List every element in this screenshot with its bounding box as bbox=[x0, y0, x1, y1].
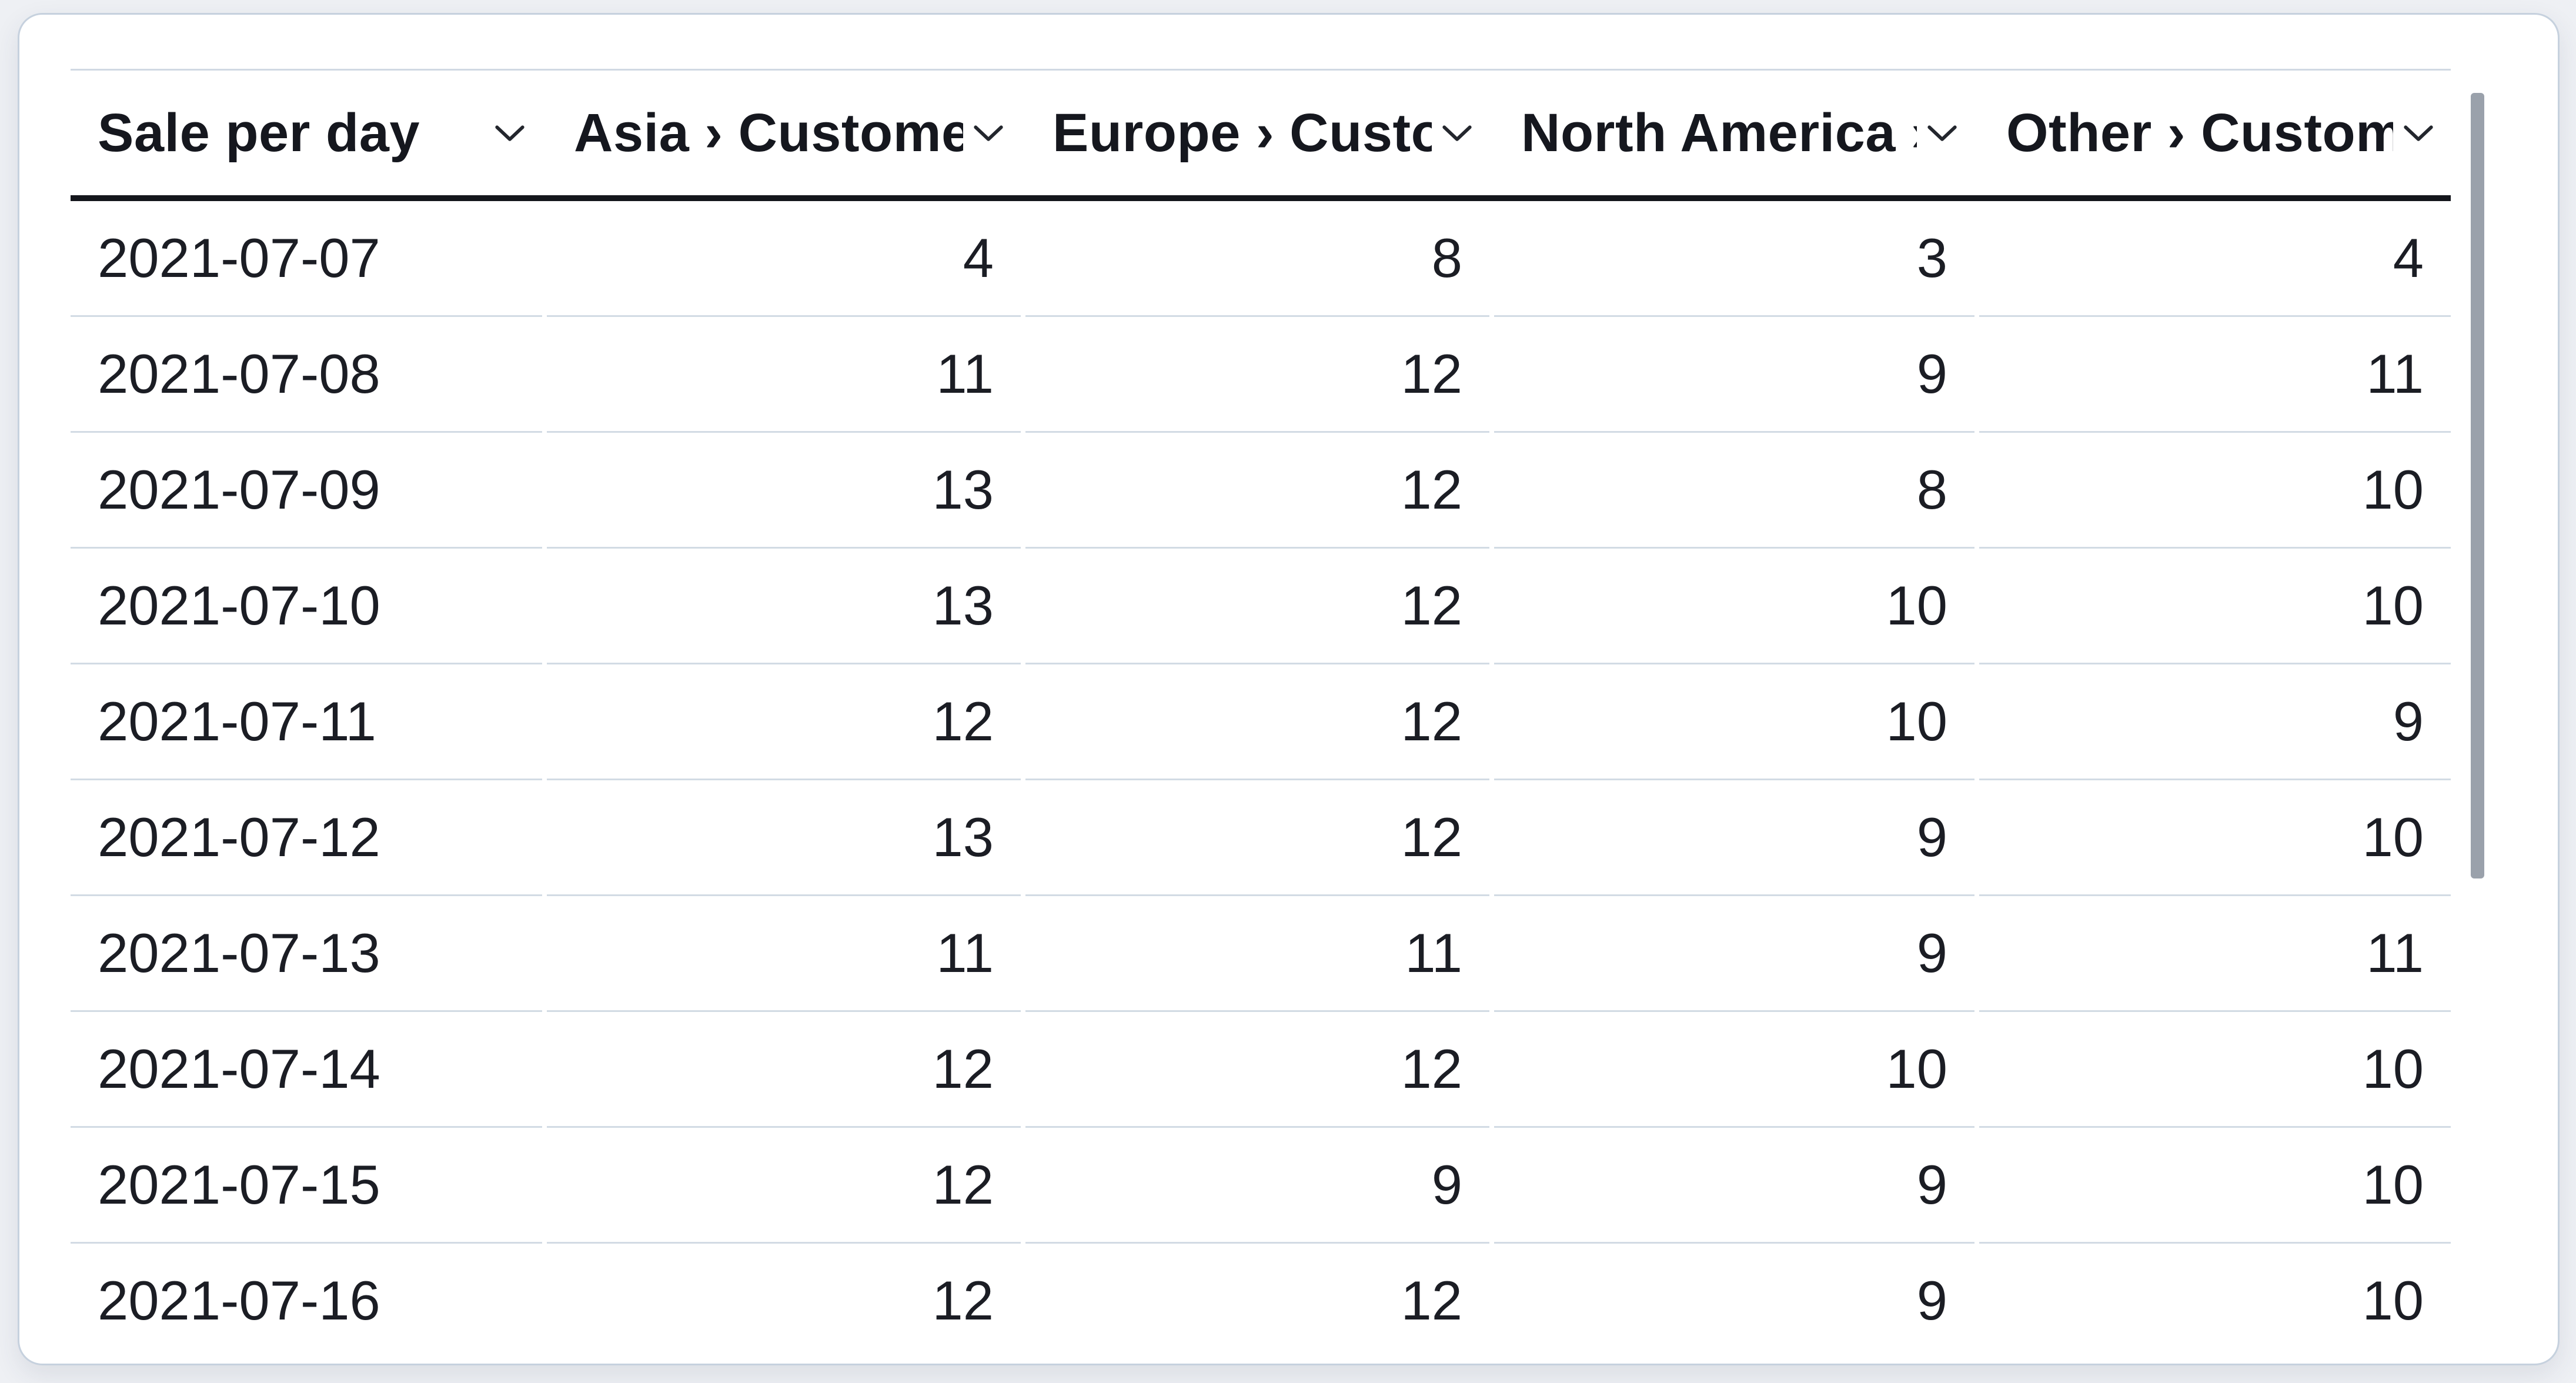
value-cell-other: 10 bbox=[1979, 549, 2451, 664]
column-header-europe-customers[interactable]: Europe › Customers bbox=[1025, 71, 1489, 195]
table-card: Sale per day Asia › Customers Europe › C… bbox=[18, 13, 2560, 1365]
table-row: 2021-07-08 11 12 9 11 bbox=[71, 317, 2451, 433]
column-header-other-customers[interactable]: Other › Customers bbox=[1979, 71, 2451, 195]
value-cell-asia: 13 bbox=[547, 549, 1021, 664]
value-cell-asia: 13 bbox=[547, 780, 1021, 896]
value-cell-other: 4 bbox=[1979, 201, 2451, 317]
chevron-down-icon[interactable] bbox=[971, 123, 1005, 143]
vertical-scrollbar-thumb[interactable] bbox=[2471, 93, 2484, 878]
date-cell: 2021-07-07 bbox=[71, 201, 542, 317]
table-header-row: Sale per day Asia › Customers Europe › C… bbox=[71, 69, 2451, 201]
date-cell: 2021-07-15 bbox=[71, 1128, 542, 1244]
table-body: 2021-07-07 4 8 3 4 2021-07-08 11 12 9 11… bbox=[71, 201, 2451, 1358]
value-cell-europe: 9 bbox=[1025, 1128, 1489, 1244]
table-row: 2021-07-16 12 12 9 10 bbox=[71, 1244, 2451, 1358]
date-cell: 2021-07-13 bbox=[71, 896, 542, 1012]
table-row: 2021-07-12 13 12 9 10 bbox=[71, 780, 2451, 896]
table-row: 2021-07-11 12 12 10 9 bbox=[71, 664, 2451, 780]
chevron-down-icon[interactable] bbox=[493, 123, 527, 143]
value-cell-asia: 12 bbox=[547, 664, 1021, 780]
value-cell-europe: 12 bbox=[1025, 780, 1489, 896]
value-cell-north-america: 10 bbox=[1494, 1012, 1974, 1128]
value-cell-europe: 12 bbox=[1025, 1244, 1489, 1358]
value-cell-asia: 12 bbox=[547, 1128, 1021, 1244]
value-cell-north-america: 9 bbox=[1494, 317, 1974, 433]
value-cell-europe: 12 bbox=[1025, 317, 1489, 433]
column-header-label: Other › Customers bbox=[2006, 102, 2393, 163]
table-row: 2021-07-07 4 8 3 4 bbox=[71, 201, 2451, 317]
value-cell-north-america: 3 bbox=[1494, 201, 1974, 317]
value-cell-asia: 4 bbox=[547, 201, 1021, 317]
chevron-down-icon[interactable] bbox=[1440, 123, 1474, 143]
value-cell-europe: 12 bbox=[1025, 664, 1489, 780]
table-row: 2021-07-10 13 12 10 10 bbox=[71, 549, 2451, 664]
value-cell-asia: 11 bbox=[547, 896, 1021, 1012]
column-header-label: Sale per day bbox=[98, 102, 420, 163]
value-cell-europe: 12 bbox=[1025, 549, 1489, 664]
date-cell: 2021-07-14 bbox=[71, 1012, 542, 1128]
value-cell-europe: 8 bbox=[1025, 201, 1489, 317]
chevron-down-icon[interactable] bbox=[1925, 123, 1959, 143]
column-header-asia-customers[interactable]: Asia › Customers bbox=[547, 71, 1021, 195]
value-cell-other: 10 bbox=[1979, 1128, 2451, 1244]
column-header-label: North America › Customers bbox=[1521, 102, 1917, 163]
value-cell-europe: 11 bbox=[1025, 896, 1489, 1012]
value-cell-north-america: 9 bbox=[1494, 1244, 1974, 1358]
value-cell-other: 10 bbox=[1979, 780, 2451, 896]
value-cell-north-america: 10 bbox=[1494, 549, 1974, 664]
table-row: 2021-07-15 12 9 9 10 bbox=[71, 1128, 2451, 1244]
value-cell-other: 10 bbox=[1979, 433, 2451, 549]
value-cell-other: 11 bbox=[1979, 317, 2451, 433]
value-cell-asia: 12 bbox=[547, 1244, 1021, 1358]
value-cell-north-america: 9 bbox=[1494, 1128, 1974, 1244]
column-header-label: Europe › Customers bbox=[1053, 102, 1432, 163]
value-cell-other: 10 bbox=[1979, 1012, 2451, 1128]
column-header-label: Asia › Customers bbox=[574, 102, 963, 163]
date-cell: 2021-07-16 bbox=[71, 1244, 542, 1358]
value-cell-north-america: 8 bbox=[1494, 433, 1974, 549]
value-cell-asia: 11 bbox=[547, 317, 1021, 433]
date-cell: 2021-07-12 bbox=[71, 780, 542, 896]
chevron-down-icon[interactable] bbox=[2401, 123, 2435, 143]
value-cell-north-america: 9 bbox=[1494, 780, 1974, 896]
value-cell-europe: 12 bbox=[1025, 433, 1489, 549]
value-cell-north-america: 9 bbox=[1494, 896, 1974, 1012]
value-cell-asia: 12 bbox=[547, 1012, 1021, 1128]
table-scroll-viewport: Sale per day Asia › Customers Europe › C… bbox=[71, 69, 2451, 1358]
value-cell-other: 11 bbox=[1979, 896, 2451, 1012]
value-cell-europe: 12 bbox=[1025, 1012, 1489, 1128]
column-header-sale-per-day[interactable]: Sale per day bbox=[71, 71, 542, 195]
date-cell: 2021-07-11 bbox=[71, 664, 542, 780]
table-row: 2021-07-14 12 12 10 10 bbox=[71, 1012, 2451, 1128]
value-cell-other: 9 bbox=[1979, 664, 2451, 780]
table-row: 2021-07-13 11 11 9 11 bbox=[71, 896, 2451, 1012]
date-cell: 2021-07-08 bbox=[71, 317, 542, 433]
table-row: 2021-07-09 13 12 8 10 bbox=[71, 433, 2451, 549]
date-cell: 2021-07-09 bbox=[71, 433, 542, 549]
column-header-north-america-customers[interactable]: North America › Customers bbox=[1494, 71, 1974, 195]
value-cell-north-america: 10 bbox=[1494, 664, 1974, 780]
value-cell-other: 10 bbox=[1979, 1244, 2451, 1358]
value-cell-asia: 13 bbox=[547, 433, 1021, 549]
date-cell: 2021-07-10 bbox=[71, 549, 542, 664]
